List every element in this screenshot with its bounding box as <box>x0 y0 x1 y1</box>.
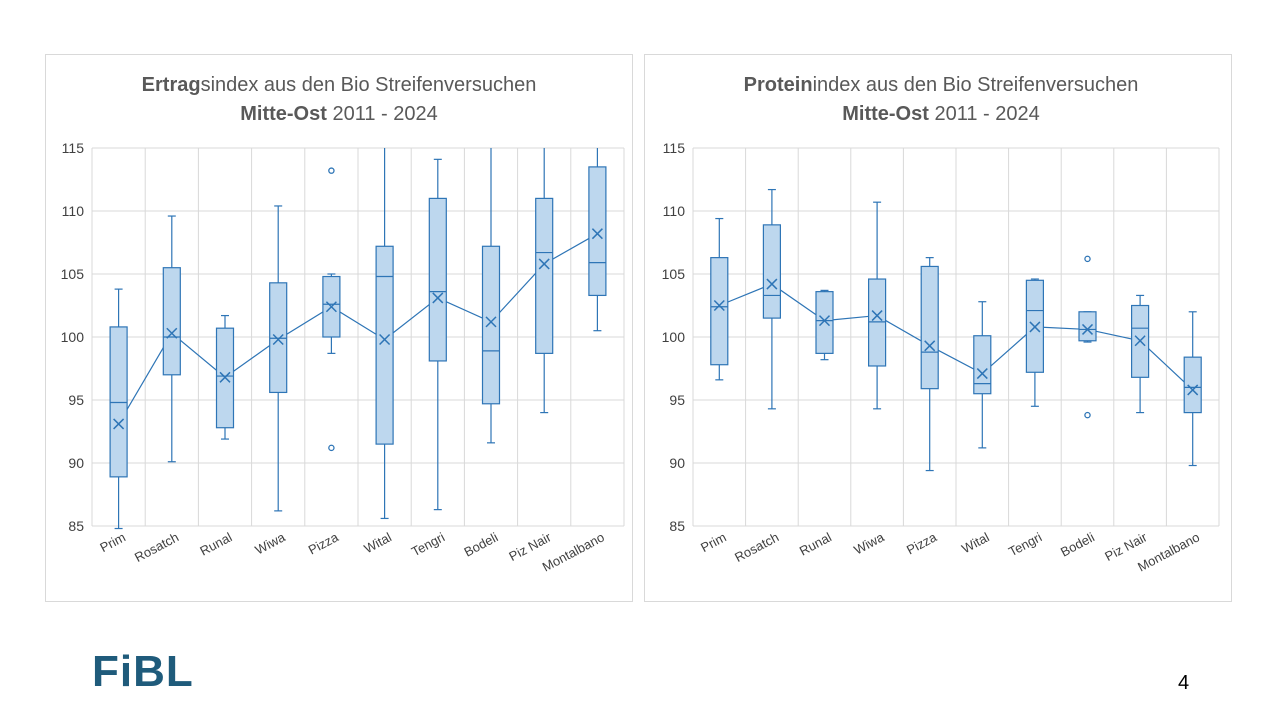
mean-marker <box>871 310 883 322</box>
mean-marker <box>766 278 778 290</box>
box <box>1183 356 1202 414</box>
mean-marker <box>591 228 603 240</box>
box <box>815 291 834 354</box>
y-tick-label: 110 <box>663 203 686 219</box>
box <box>428 197 447 362</box>
box <box>375 245 394 445</box>
x-tick-label: Wital <box>959 529 992 556</box>
proteinindex-chart: Proteinindex aus den Bio Streifenversuch… <box>662 74 1220 575</box>
y-tick-label: 90 <box>68 455 84 471</box>
x-tick-label: Bodeli <box>461 529 500 559</box>
x-tick-label: Wiwa <box>253 529 289 558</box>
y-tick-label: 110 <box>62 203 85 219</box>
y-tick-label: 90 <box>669 455 685 471</box>
y-tick-label: 100 <box>662 329 686 345</box>
outlier-point <box>328 444 335 452</box>
box <box>162 267 181 376</box>
box <box>109 326 128 478</box>
x-tick-label: Pizza <box>904 529 940 558</box>
x-tick-label: Prim <box>698 529 729 555</box>
y-tick-label: 95 <box>68 392 84 408</box>
mean-marker <box>538 258 550 270</box>
ertragsindex-chart: Ertragsindex aus den Bio Streifenversuch… <box>61 74 625 575</box>
mean-marker <box>272 333 284 346</box>
fibl-logo: FiBL <box>92 647 194 696</box>
x-tick-label: Rosatch <box>132 529 181 565</box>
mean-marker <box>976 368 988 380</box>
y-tick-label: 85 <box>68 518 84 534</box>
x-tick-label: Wital <box>361 529 394 556</box>
x-tick-label: Pizza <box>306 529 342 558</box>
x-tick-label: Tengri <box>409 529 447 559</box>
mean-marker <box>432 292 444 304</box>
mean-marker <box>1029 321 1041 333</box>
chart-title-line2: Mitte-Ost 2011 - 2024 <box>842 103 1040 125</box>
x-tick-label: Runal <box>797 529 834 558</box>
outlier-point <box>1084 255 1091 263</box>
box <box>535 197 554 354</box>
mean-marker <box>113 418 125 430</box>
x-tick-label: Runal <box>197 529 234 558</box>
mean-marker <box>219 371 231 383</box>
mean-marker <box>485 316 497 328</box>
mean-marker <box>325 301 337 313</box>
box <box>710 257 729 366</box>
mean-marker <box>1134 335 1146 347</box>
y-tick-label: 115 <box>62 140 85 156</box>
x-tick-label: Tengri <box>1006 529 1044 559</box>
box <box>481 245 501 405</box>
page-number: 4 <box>1178 672 1190 694</box>
x-tick-label: Rosatch <box>732 529 781 565</box>
box <box>269 282 288 394</box>
outlier-point <box>328 167 335 174</box>
chart-title-line2: Mitte-Ost 2011 - 2024 <box>240 103 438 125</box>
outlier-point <box>1084 411 1091 419</box>
x-tick-label: Wiwa <box>851 529 887 558</box>
y-tick-label: 95 <box>669 392 685 408</box>
mean-marker <box>166 327 178 339</box>
x-tick-label: Bodeli <box>1058 529 1097 559</box>
box <box>762 224 782 319</box>
chart-title-line1: Proteinindex aus den Bio Streifenversuch… <box>744 74 1139 96</box>
y-tick-label: 85 <box>669 518 685 534</box>
box <box>588 166 607 297</box>
mean-marker <box>1081 323 1094 335</box>
mean-marker <box>713 299 725 312</box>
mean-line <box>118 233 598 425</box>
mean-marker <box>818 315 831 327</box>
y-tick-label: 105 <box>662 266 686 282</box>
box <box>973 335 992 395</box>
mean-marker <box>1187 384 1199 396</box>
chart-panel-proteinindex: Proteinindex aus den Bio Streifenversuch… <box>644 54 1232 602</box>
mean-marker <box>924 340 936 352</box>
mean-line <box>719 283 1194 391</box>
x-tick-label: Prim <box>97 529 128 555</box>
chart-title-line1: Ertragsindex aus den Bio Streifenversuch… <box>142 74 537 96</box>
box <box>868 278 887 367</box>
box <box>920 265 939 390</box>
y-tick-label: 115 <box>663 140 686 156</box>
y-tick-label: 105 <box>61 266 85 282</box>
mean-marker <box>379 333 391 346</box>
chart-panel-ertragsindex: Ertragsindex aus den Bio Streifenversuch… <box>45 54 633 602</box>
box <box>1078 311 1097 342</box>
y-tick-label: 100 <box>61 329 85 345</box>
